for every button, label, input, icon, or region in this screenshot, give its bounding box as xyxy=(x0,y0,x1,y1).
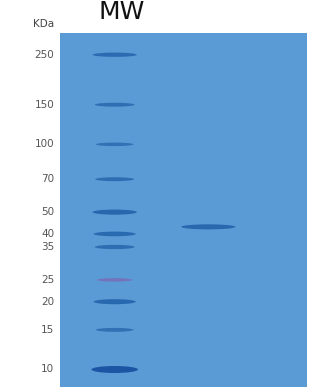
Text: 150: 150 xyxy=(34,100,54,110)
Ellipse shape xyxy=(96,143,134,146)
Ellipse shape xyxy=(92,210,137,215)
Text: 35: 35 xyxy=(41,242,54,252)
Ellipse shape xyxy=(91,366,138,373)
Text: MW: MW xyxy=(99,0,145,24)
Ellipse shape xyxy=(95,103,135,107)
Text: 15: 15 xyxy=(41,325,54,335)
FancyBboxPatch shape xyxy=(60,33,307,387)
Text: 25: 25 xyxy=(41,275,54,285)
Ellipse shape xyxy=(95,177,134,181)
Ellipse shape xyxy=(94,299,136,304)
Ellipse shape xyxy=(94,231,136,236)
Text: 250: 250 xyxy=(34,50,54,60)
Ellipse shape xyxy=(97,278,132,282)
Text: 10: 10 xyxy=(41,364,54,375)
Ellipse shape xyxy=(95,245,135,249)
Ellipse shape xyxy=(92,52,137,57)
Ellipse shape xyxy=(96,328,134,332)
Text: 40: 40 xyxy=(41,229,54,239)
Ellipse shape xyxy=(181,224,235,230)
Text: 20: 20 xyxy=(41,297,54,307)
Text: 70: 70 xyxy=(41,174,54,184)
Text: KDa: KDa xyxy=(33,19,54,29)
Text: 100: 100 xyxy=(35,139,54,149)
Text: 50: 50 xyxy=(41,207,54,217)
